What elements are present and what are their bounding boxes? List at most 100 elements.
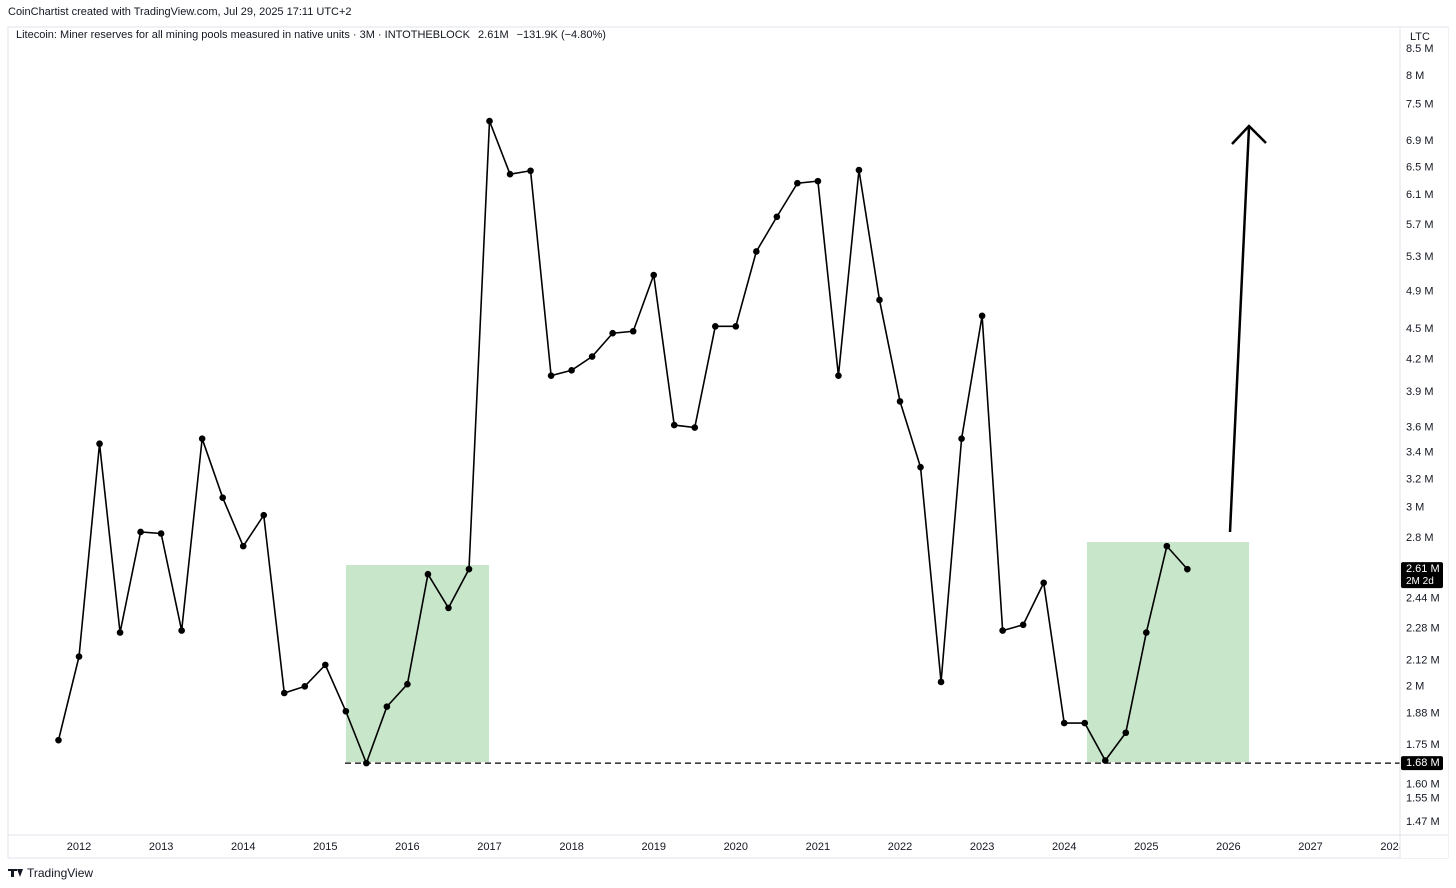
point: [465, 565, 473, 573]
y-tick-label: 3.2 M: [1406, 473, 1434, 485]
point: [896, 398, 904, 405]
point: [486, 117, 493, 125]
point: [239, 542, 247, 550]
x-tick-label: 2012: [67, 841, 91, 853]
point: [178, 627, 185, 634]
series-line: [57, 120, 1188, 766]
point: [670, 421, 678, 429]
x-tick-label: 2015: [313, 841, 337, 853]
highlight-box: [346, 565, 489, 762]
x-tick-label: 2018: [559, 841, 583, 853]
credit: CoinChartist created with TradingView.co…: [8, 6, 352, 18]
point: [1184, 565, 1191, 573]
point: [116, 629, 124, 636]
point: [404, 680, 411, 688]
point: [814, 177, 822, 185]
y-tick-label: 7.5 M: [1406, 98, 1434, 110]
point: [1163, 542, 1171, 550]
point: [999, 627, 1006, 634]
point: [383, 703, 391, 710]
point: [75, 653, 83, 660]
y-tick-label: 5.7 M: [1406, 219, 1434, 231]
point: [260, 511, 268, 519]
point: [1040, 579, 1047, 587]
x-tick-label: 2026: [1216, 841, 1240, 853]
x-tick-label: 2025: [1134, 841, 1158, 853]
y-tick-label: 2.28 M: [1406, 623, 1440, 635]
point: [1060, 719, 1068, 727]
unit-label: LTC: [1410, 31, 1430, 43]
plot: 2012 2013 2014 2015 2016 2017 2018 2019 2020 2021…: [55, 117, 1405, 853]
y-tick-label: 1.88 M: [1406, 708, 1440, 720]
y-tick-label: 2 M: [1406, 680, 1424, 692]
point: [198, 435, 206, 442]
point: [1122, 729, 1130, 737]
y-tick-label: 2.8 M: [1406, 532, 1434, 544]
point: [629, 327, 637, 335]
point: [773, 213, 781, 221]
arrow: [1228, 124, 1267, 533]
point: [96, 440, 103, 448]
point: [937, 678, 945, 686]
y-axis: 8.5 M 8 M 7.5 M 6.9 M 6.5 M 6.1 M 5.7 M 5.3 M 4.…: [1401, 43, 1443, 828]
point: [1019, 621, 1027, 629]
last-label-bg: [1401, 562, 1443, 589]
point: [157, 530, 165, 537]
y-tick-label: 1.60 M: [1406, 779, 1440, 791]
point: [609, 329, 616, 337]
point: [691, 424, 699, 431]
x-tick-label: 2028: [1380, 841, 1404, 853]
highlight-box: [1087, 542, 1249, 762]
point: [732, 323, 740, 330]
point: [445, 604, 452, 612]
x-tick-label: 2027: [1298, 841, 1322, 853]
price-label-bg: [1401, 756, 1443, 771]
y-tick-label: 6.9 M: [1406, 135, 1434, 147]
y-tick-label: 4.9 M: [1406, 286, 1434, 298]
x-tick-label: 2013: [149, 841, 173, 853]
point: [588, 353, 596, 360]
point: [753, 248, 760, 255]
y-axis-panel: [1400, 28, 1448, 858]
y-tick-label: 4.5 M: [1406, 323, 1434, 335]
point: [527, 167, 534, 175]
y-tick-label: 8 M: [1406, 70, 1424, 82]
point: [301, 683, 309, 690]
point: [137, 528, 144, 536]
point: [568, 366, 575, 374]
point: [958, 435, 965, 442]
x-tick-label: 2023: [970, 841, 994, 853]
y-tick-label: 2.12 M: [1406, 655, 1440, 667]
y-tick-label: 3.6 M: [1406, 421, 1434, 433]
y-tick-label: 3 M: [1406, 502, 1424, 514]
price-label: 1.68 M: [1406, 757, 1440, 769]
y-tick-label: 8.5 M: [1406, 43, 1434, 55]
countdown: 2M 2d: [1406, 576, 1434, 587]
y-tick-label: 1.75 M: [1406, 739, 1440, 751]
point: [855, 166, 863, 174]
x-tick-label: 2017: [477, 841, 501, 853]
y-tick-label: 1.55 M: [1406, 792, 1440, 804]
point: [1143, 629, 1150, 636]
point: [835, 372, 842, 379]
x-tick-label: 2019: [641, 841, 665, 853]
point: [506, 170, 514, 178]
point: [219, 494, 226, 501]
x-tick-label: 2024: [1052, 841, 1076, 853]
y-tick-label: 3.4 M: [1406, 447, 1434, 459]
brand: TradingView: [27, 866, 93, 880]
x-tick-label: 2016: [395, 841, 419, 853]
point: [978, 312, 986, 320]
point: [711, 323, 719, 330]
point: [280, 689, 288, 697]
y-tick-label: 3.9 M: [1406, 386, 1434, 398]
x-tick-label: 2022: [888, 841, 912, 853]
point: [876, 296, 883, 304]
point: [1101, 757, 1109, 764]
y-tick-label: 6.1 M: [1406, 189, 1434, 201]
point: [650, 271, 658, 279]
y-tick-label: 1.47 M: [1406, 816, 1440, 828]
x-tick-label: 2021: [806, 841, 830, 853]
legend-title: Litecoin: Miner reserves for all mining …: [16, 29, 606, 41]
